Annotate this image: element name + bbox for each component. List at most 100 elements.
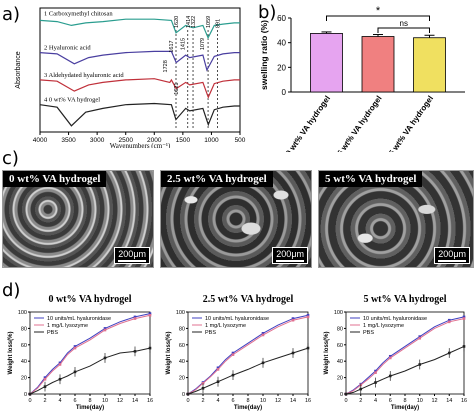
- data-point: [216, 366, 220, 370]
- x-axis-label: Time(day): [76, 405, 104, 411]
- x-tick-label: 12: [431, 398, 437, 404]
- y-tick-label: 100: [18, 310, 27, 316]
- bar-1: [361, 36, 395, 93]
- data-point: [261, 332, 265, 335]
- data-point: [374, 371, 377, 374]
- x-tick-label: 0: [344, 398, 347, 404]
- data-point: [133, 315, 137, 319]
- sem-image-5wt: 5 wt% VA hydrogel 200μm: [318, 170, 474, 268]
- x-tick-label: 1500: [176, 137, 191, 144]
- y-tick-label: 0: [182, 392, 185, 398]
- data-point: [388, 354, 392, 358]
- peak-label: 1322: [191, 16, 197, 28]
- legend-entry: PBS: [363, 330, 374, 336]
- data-point: [133, 317, 137, 320]
- x-tick-label: 4000: [33, 137, 48, 144]
- data-point: [306, 313, 310, 317]
- data-point: [344, 392, 348, 396]
- series-line-2: [39, 50, 240, 72]
- category-label: 0 wt% VA hydrogel: [284, 94, 332, 152]
- data-point: [58, 363, 62, 366]
- scale-bar-5wt: 200μm: [434, 247, 470, 264]
- sem-title-25wt: 2.5 wt% VA hydrogel: [161, 171, 273, 187]
- y-tick-label: 0: [282, 88, 287, 97]
- legend-entry: 1 mg/L lysozyme: [363, 323, 404, 329]
- significance-label: ns: [400, 19, 408, 28]
- y-tick-label: 20: [277, 63, 286, 72]
- x-tick-label: 4: [58, 398, 61, 404]
- series-label-3: 3 Aldehydated hyaluronic acid: [44, 72, 124, 79]
- y-tick-label: 80: [21, 326, 27, 332]
- significance-bracket: [326, 15, 430, 21]
- y-tick-label: 60: [179, 343, 185, 349]
- x-tick-label: 2: [359, 398, 362, 404]
- x-tick-label: 0: [186, 398, 189, 404]
- y-axis-label: Weight loss(%): [324, 332, 330, 375]
- y-tick-label: 0: [340, 392, 343, 398]
- y-tick-label: 40: [277, 39, 286, 48]
- x-tick-label: 6: [389, 398, 392, 404]
- y-tick-label: 20: [21, 376, 27, 382]
- x-tick-label: 8: [88, 398, 91, 404]
- x-tick-label: 14: [446, 398, 452, 404]
- data-point: [261, 333, 265, 337]
- data-point: [306, 315, 310, 319]
- data-point: [216, 368, 220, 371]
- y-tick-label: 100: [334, 310, 343, 316]
- x-tick-label: 8: [403, 398, 406, 404]
- series-line-4: [39, 102, 240, 127]
- legend-entry: 1 mg/L lysozyme: [205, 323, 246, 329]
- y-axis-label: Weight loss(%): [166, 332, 172, 375]
- peak-label: 1621: [174, 83, 180, 95]
- data-point: [103, 328, 107, 332]
- x-tick-label: 2: [201, 398, 204, 404]
- peak-label: 1617: [169, 40, 175, 52]
- y-tick-label: 40: [337, 359, 343, 365]
- data-point: [291, 317, 295, 320]
- category-label: 5 wt% VA hydrogel: [387, 94, 435, 152]
- category-label: 2.5 wt% VA hydrogel: [332, 94, 384, 152]
- bar-0: [310, 33, 343, 93]
- peak-label: 1620: [174, 16, 180, 28]
- x-tick-label: 500: [235, 137, 246, 144]
- y-tick-label: 0: [24, 392, 27, 398]
- x-tick-label: 0: [28, 398, 31, 404]
- x-tick-label: 2500: [118, 137, 133, 144]
- peak-label: 1079: [200, 38, 206, 50]
- ftir-chart: 4000 3500 3000 2500 2000 1500 1000 500 Wavenumbe…: [15, 7, 246, 148]
- degradation-chart-25wt: 2.5 wt% VA hydrogel 0 20 40 60 80 100 0 2 4 6 8 10 12…: [166, 294, 311, 411]
- y-axis-label: swelling ratio (%): [259, 20, 269, 90]
- series-line: [345, 345, 465, 395]
- x-tick-label: 4: [216, 398, 219, 404]
- x-tick-label: 14: [290, 398, 296, 404]
- significance-label: *: [376, 5, 381, 17]
- data-point: [447, 318, 451, 322]
- legend-entry: 10 units/mL hyaluronidase: [47, 316, 111, 322]
- y-tick-label: 40: [179, 359, 185, 365]
- y-axis-label: Weight loss(%): [8, 332, 14, 375]
- data-point: [418, 336, 422, 340]
- data-point: [186, 392, 190, 396]
- data-point: [148, 313, 152, 317]
- data-point: [231, 351, 235, 355]
- y-tick-label: 40: [21, 359, 27, 365]
- data-point: [447, 320, 451, 324]
- x-tick-label: 10: [417, 398, 423, 404]
- swelling-bar-chart: 0 20 40 60 swelling ratio (%) 0 wt% VA hydrog…: [259, 5, 465, 152]
- data-point: [73, 345, 77, 348]
- y-tick-label: 100: [176, 310, 185, 316]
- data-point: [374, 369, 377, 373]
- legend-entry: 1 mg/L lysozyme: [47, 323, 88, 329]
- peak-label: 891: [216, 19, 222, 28]
- scale-bar-0wt: 200μm: [114, 247, 150, 264]
- chart-title: 0 wt% VA hydrogel: [48, 294, 131, 305]
- series-label-4: 4 0 wt% VA hydrogel: [44, 97, 100, 104]
- series-line: [29, 347, 151, 395]
- degradation-chart-0wt: 0 wt% VA hydrogel 0 20 40 60 80 100 0 2 4 6 8 10 12 14…: [8, 294, 153, 411]
- data-point: [291, 318, 295, 322]
- x-tick-label: 3000: [90, 137, 105, 144]
- data-point: [462, 315, 466, 319]
- data-point: [43, 376, 47, 379]
- panel-label-a: a): [2, 4, 21, 25]
- peak-label: 1728: [163, 60, 169, 72]
